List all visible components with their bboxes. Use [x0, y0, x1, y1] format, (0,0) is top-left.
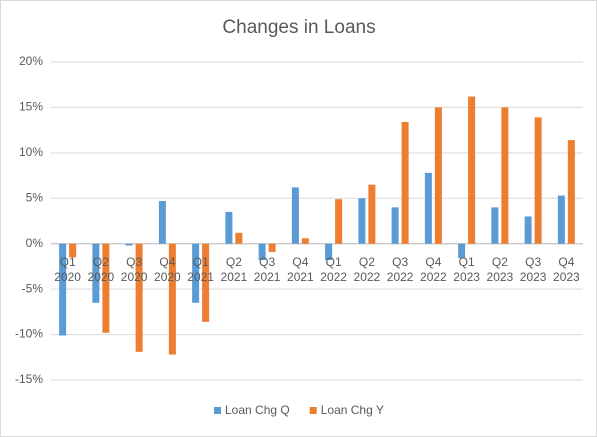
bar: [491, 207, 499, 244]
x-tick-label: Q1 2020: [54, 254, 81, 284]
bar: [424, 172, 432, 244]
legend-label: Loan Chg Y: [321, 403, 384, 417]
x-tick-label: Q3 2022: [386, 254, 414, 284]
bar: [168, 243, 176, 355]
chart-title: Changes in Loans: [222, 17, 375, 38]
bar: [391, 207, 399, 244]
bar: [69, 243, 77, 258]
x-tick-label: Q4 2023: [553, 254, 580, 284]
bar: [468, 96, 476, 244]
bar: [158, 201, 166, 244]
x-tick-label: Q1 2022: [320, 254, 347, 284]
bar: [202, 243, 210, 322]
bar: [434, 107, 442, 244]
bar: [534, 117, 542, 244]
x-tick-label: Q3 2023: [519, 254, 547, 284]
bar: [501, 107, 509, 244]
y-tick-label: 10%: [19, 145, 43, 159]
bar: [125, 243, 133, 246]
legend-swatch: [309, 407, 317, 414]
bar: [335, 199, 343, 244]
y-tick-label: 15%: [19, 100, 43, 114]
x-tick-label: Q4 2020: [154, 254, 181, 284]
bar: [291, 187, 299, 244]
bar: [358, 198, 366, 244]
x-tick-label: Q4 2021: [287, 254, 314, 284]
x-tick-label: Q2 2020: [87, 254, 115, 284]
y-tick-label: 20%: [19, 54, 43, 68]
y-tick-label: -5%: [22, 281, 44, 295]
bar: [567, 140, 575, 244]
bar: [59, 243, 67, 336]
bar: [524, 216, 532, 244]
bar: [401, 121, 409, 244]
y-tick-label: -10%: [15, 327, 43, 341]
legend-label: Loan Chg Q: [225, 403, 290, 417]
bar: [235, 232, 243, 244]
x-tick-label: Q2 2022: [353, 254, 381, 284]
bar: [135, 243, 143, 352]
x-tick-label: Q4 2022: [420, 254, 447, 284]
bar: [192, 243, 200, 303]
x-tick-label: Q1 2023: [453, 254, 480, 284]
x-tick-label: Q3 2020: [120, 254, 148, 284]
y-tick-label: -15%: [15, 372, 43, 386]
bar: [458, 243, 466, 259]
bar: [557, 195, 565, 244]
bar: [301, 238, 309, 244]
bar: [225, 211, 233, 244]
bar: [258, 243, 266, 261]
x-tick-label: Q2 2023: [486, 254, 514, 284]
x-tick-label: Q2 2021: [220, 254, 248, 284]
bar: [92, 243, 100, 303]
bar: [268, 243, 276, 252]
bar: [368, 184, 376, 244]
bar: [102, 243, 110, 333]
bar: [325, 243, 333, 261]
y-tick-label: 5%: [26, 190, 44, 204]
x-tick-label: Q1 2021: [187, 254, 214, 284]
y-tick-label: 0%: [26, 236, 44, 250]
legend-swatch: [214, 407, 221, 414]
x-tick-label: Q3 2021: [253, 254, 281, 284]
